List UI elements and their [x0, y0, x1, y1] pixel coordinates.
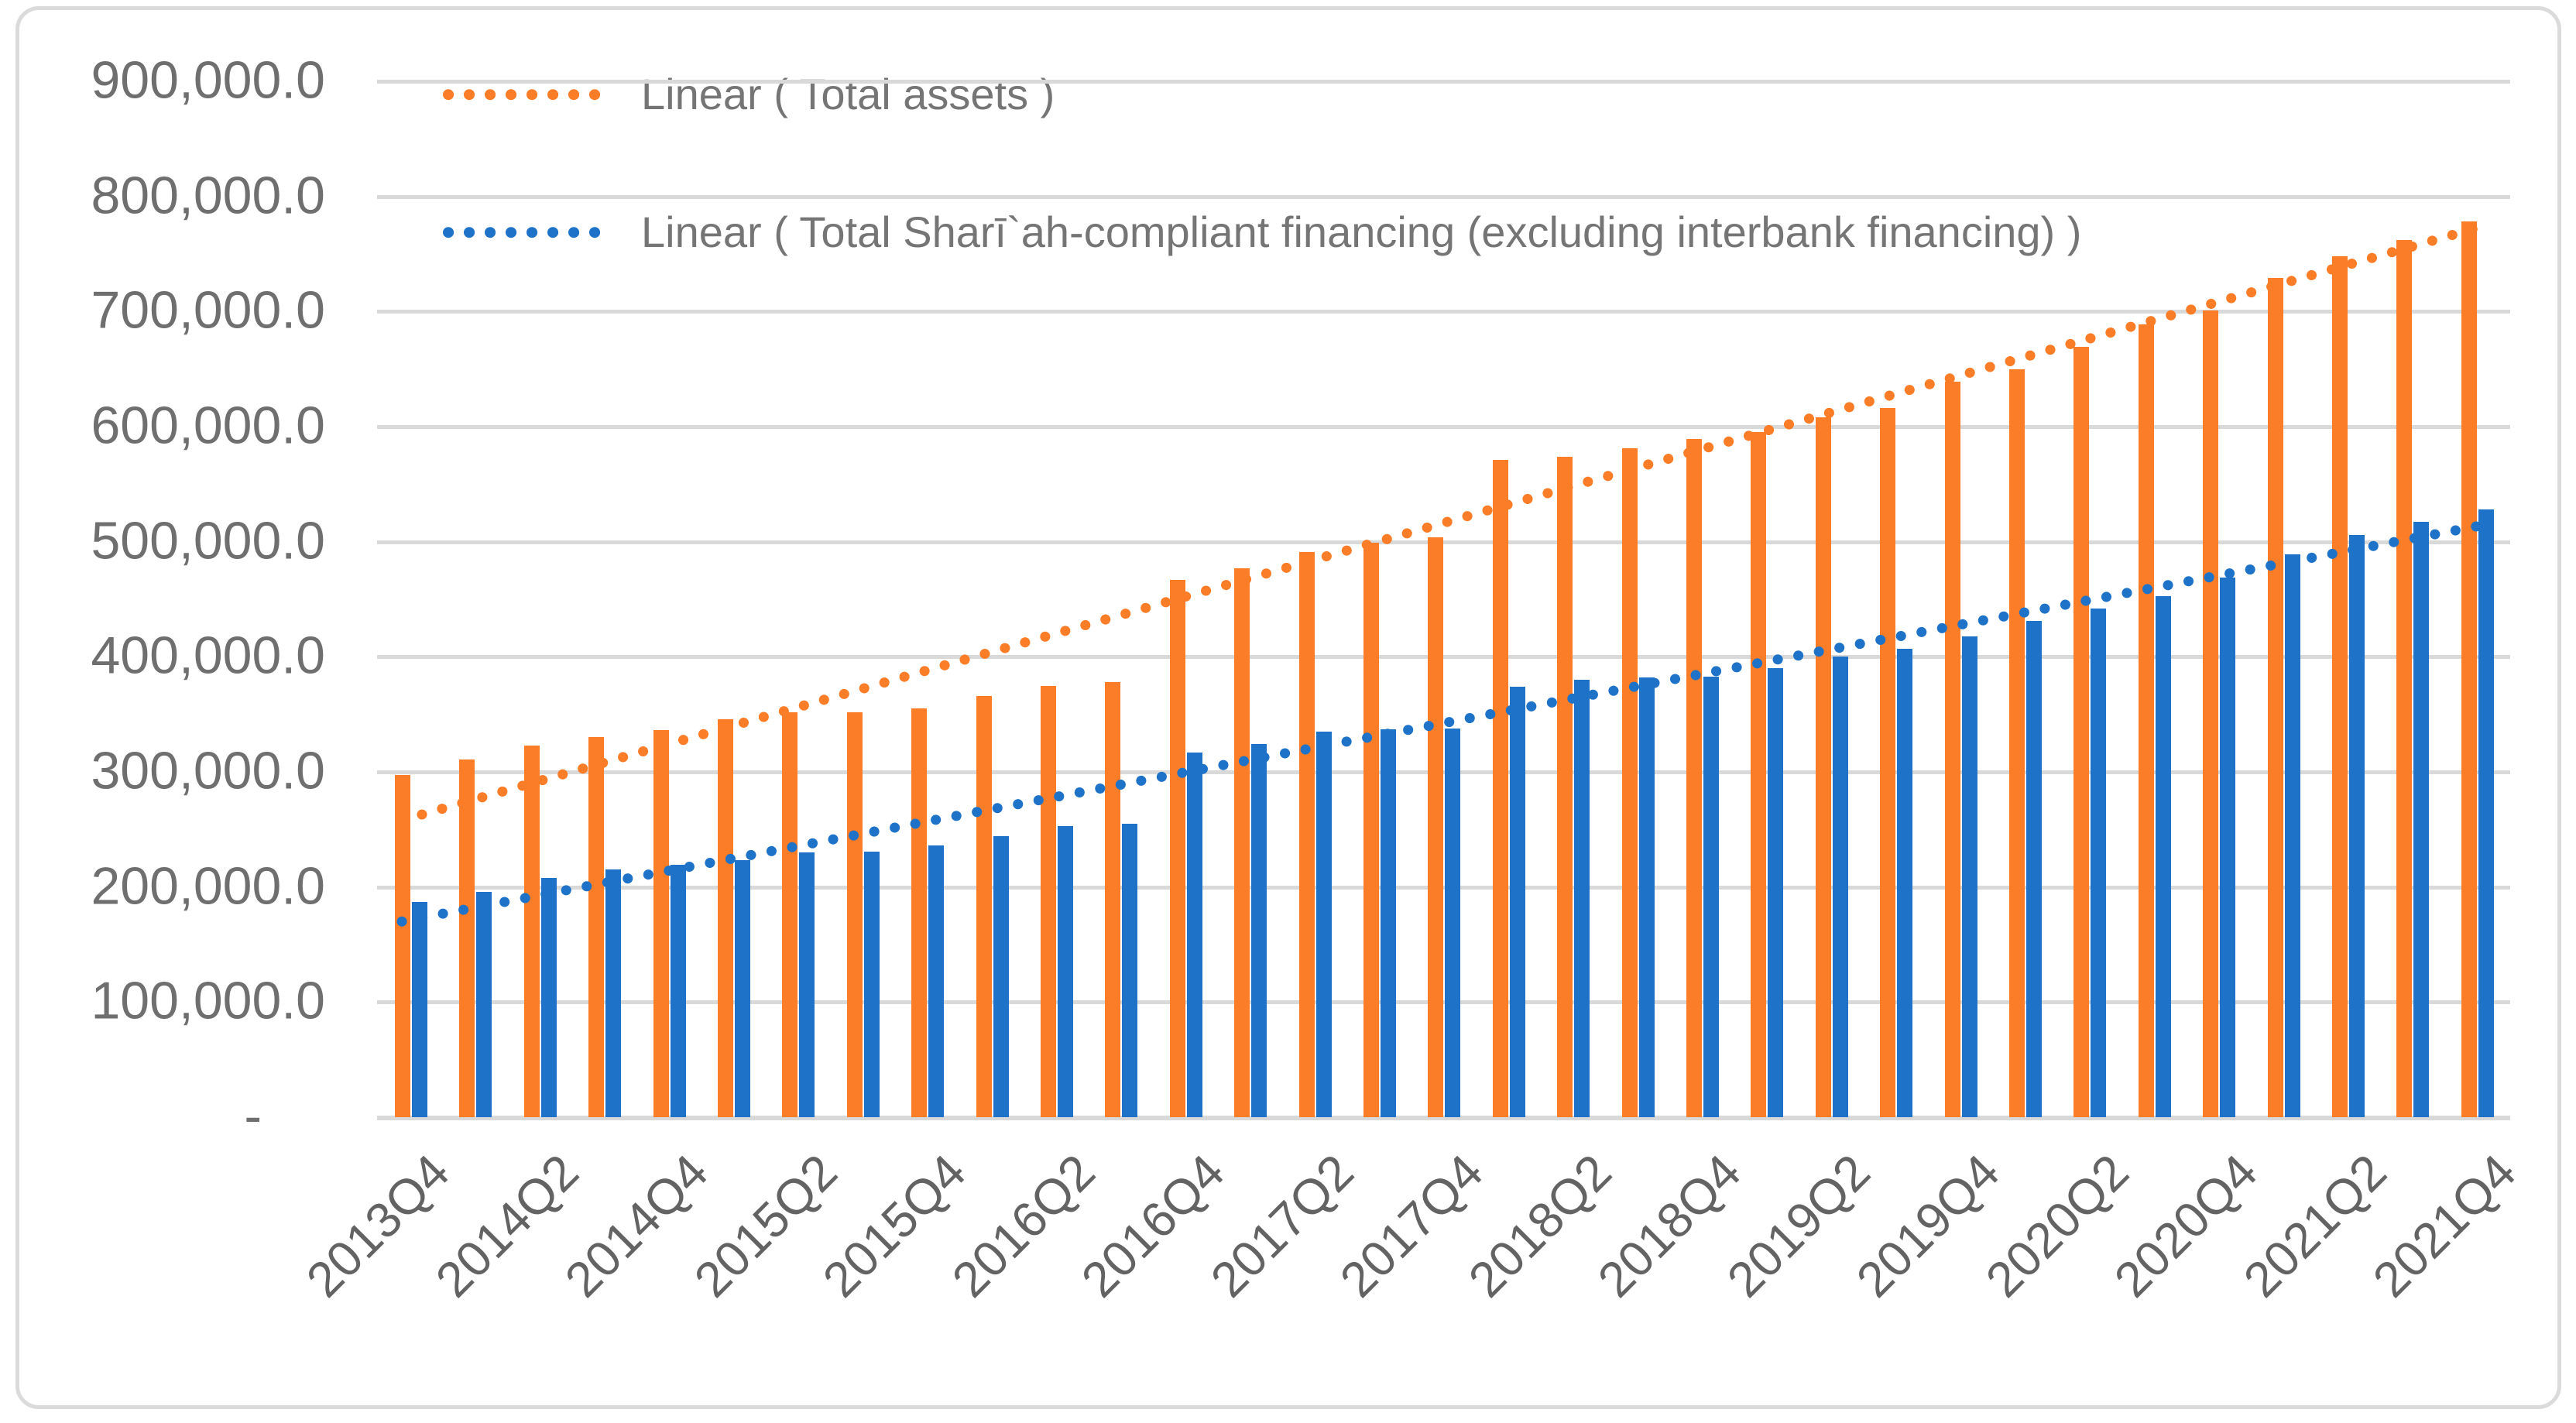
- bar-total-assets: [653, 730, 669, 1117]
- y-tick-label: 700,000.0: [91, 280, 325, 340]
- gridline: [377, 1116, 2510, 1120]
- bar-total-assets: [2461, 221, 2477, 1117]
- bar-financing: [1638, 677, 1655, 1117]
- bar-total-assets: [976, 695, 992, 1117]
- bar-total-assets: [459, 759, 475, 1117]
- bar-total-assets: [2009, 369, 2025, 1117]
- bar-financing: [1315, 731, 1332, 1117]
- plot-area: [377, 80, 2510, 1120]
- chart-border: [15, 6, 2561, 1409]
- bar-total-assets: [523, 745, 540, 1117]
- y-tick-label: -: [244, 1086, 262, 1146]
- y-tick-label: 100,000.0: [91, 971, 325, 1030]
- bar-financing: [2220, 577, 2236, 1117]
- gridline: [377, 540, 2510, 544]
- bar-financing: [2413, 522, 2430, 1117]
- bar-total-assets: [846, 712, 863, 1117]
- bar-financing: [928, 845, 945, 1117]
- bar-financing: [2026, 621, 2042, 1117]
- legend-item-total-assets: Linear ( Total assets ): [443, 70, 1055, 118]
- bar-financing: [476, 891, 492, 1117]
- gridline: [377, 655, 2510, 660]
- gridline: [377, 425, 2510, 429]
- bar-financing: [1058, 825, 1073, 1117]
- bar-total-assets: [1815, 417, 1831, 1117]
- bar-financing: [993, 836, 1009, 1117]
- bar-total-assets: [1621, 448, 1638, 1117]
- bar-total-assets: [1428, 537, 1444, 1117]
- bar-financing: [863, 851, 880, 1117]
- bar-total-assets: [2203, 310, 2219, 1117]
- legend-label-total-assets: Linear ( Total assets ): [641, 70, 1055, 119]
- gridline: [377, 1000, 2510, 1005]
- bar-financing: [1897, 648, 1913, 1117]
- bar-total-assets: [2073, 347, 2090, 1117]
- bar-financing: [2478, 509, 2494, 1117]
- gridline: [377, 770, 2510, 774]
- y-tick-label: 800,000.0: [91, 166, 325, 225]
- bar-financing: [735, 860, 750, 1117]
- bar-total-assets: [1169, 579, 1185, 1117]
- bar-financing: [1122, 823, 1138, 1117]
- y-tick-label: 600,000.0: [91, 396, 325, 455]
- bar-financing: [1251, 744, 1267, 1117]
- y-tick-label: 300,000.0: [91, 741, 325, 801]
- bar-total-assets: [1234, 567, 1250, 1117]
- gridline: [377, 80, 2510, 84]
- bar-financing: [1381, 729, 1396, 1117]
- bar-total-assets: [1298, 552, 1315, 1117]
- bar-total-assets: [911, 708, 928, 1117]
- gridline: [377, 310, 2510, 314]
- gridline: [377, 194, 2510, 199]
- bar-financing: [2349, 534, 2365, 1117]
- trendlines: [396, 220, 2492, 927]
- gridline: [377, 885, 2510, 890]
- bar-financing: [2155, 595, 2171, 1117]
- bar-total-assets: [1751, 432, 1767, 1117]
- bar-total-assets: [1105, 682, 1121, 1117]
- bar-financing: [1832, 657, 1848, 1117]
- trendline-financing: [396, 519, 2492, 927]
- bar-financing: [670, 865, 686, 1117]
- bar-financing: [1574, 680, 1590, 1117]
- bar-financing: [540, 877, 557, 1117]
- bar-total-assets: [1880, 408, 1896, 1117]
- y-tick-label: 900,000.0: [91, 50, 325, 110]
- bar-total-assets: [2138, 324, 2154, 1117]
- bar-total-assets: [782, 712, 798, 1117]
- bar-financing: [1186, 752, 1202, 1117]
- bar-total-assets: [2396, 240, 2413, 1117]
- y-tick-label: 500,000.0: [91, 511, 325, 571]
- bar-financing: [605, 869, 622, 1117]
- bar-total-assets: [1686, 439, 1702, 1117]
- bar-total-assets: [1944, 382, 1960, 1117]
- trendline-sample-orange-icon: [443, 89, 618, 100]
- bar-total-assets: [1557, 456, 1573, 1117]
- trendline-total-assets: [396, 220, 2492, 825]
- y-tick-label: 400,000.0: [91, 626, 325, 685]
- bar-total-assets: [395, 775, 410, 1117]
- bar-total-assets: [718, 718, 733, 1117]
- bar-total-assets: [2332, 255, 2348, 1117]
- bar-total-assets: [588, 737, 605, 1117]
- bar-total-assets: [2267, 278, 2283, 1117]
- bar-financing: [1445, 728, 1461, 1117]
- y-tick-label: 200,000.0: [91, 856, 325, 916]
- bar-financing: [1703, 676, 1719, 1117]
- bar-financing: [412, 902, 427, 1117]
- bar-financing: [1768, 668, 1784, 1117]
- bar-financing: [799, 852, 815, 1117]
- bar-total-assets: [1041, 685, 1056, 1117]
- bar-financing: [2091, 608, 2107, 1117]
- bar-total-assets: [1363, 543, 1379, 1117]
- bar-total-assets: [1492, 460, 1508, 1117]
- bar-financing: [2284, 554, 2300, 1117]
- bar-financing: [1961, 636, 1977, 1117]
- bar-financing: [1509, 687, 1525, 1117]
